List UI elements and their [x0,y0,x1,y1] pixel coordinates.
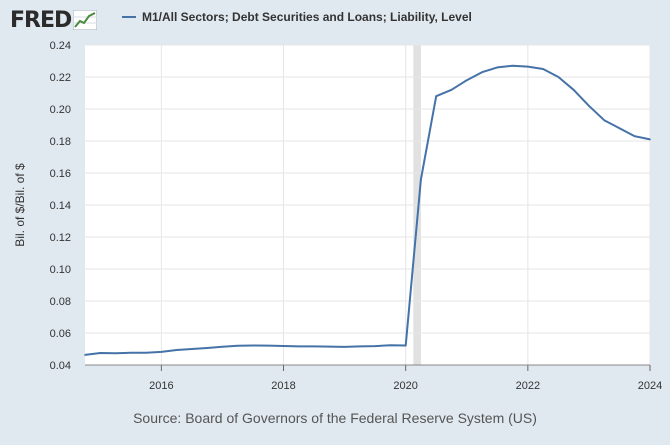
data-point [313,345,315,348]
y-tick-label: 0.06 [50,328,71,340]
data-point [175,349,178,351]
data-point [450,89,453,91]
data-point [572,89,575,91]
y-tick-label: 0.12 [50,232,71,244]
data-point [267,344,270,347]
data-point [404,344,407,347]
data-point [496,66,499,69]
y-tick-label: 0.16 [50,168,71,180]
data-point [236,345,239,347]
data-point [420,178,422,181]
data-point [328,345,331,348]
data-point [191,348,193,350]
data-point [633,135,636,137]
data-point [481,71,483,73]
x-tick-label: 2022 [516,380,540,392]
y-tick-label: 0.04 [50,360,71,372]
data-point [557,76,560,78]
x-tick-label: 2016 [149,380,173,392]
y-tick-label: 0.10 [50,264,71,276]
y-tick-label: 0.20 [50,104,71,116]
data-point [160,351,163,353]
data-point [359,345,361,348]
series-line [84,64,651,356]
data-point [84,354,86,356]
data-point [282,345,285,347]
data-point [603,119,605,121]
fred-logo-text: FRED [10,7,72,33]
data-point [206,347,208,349]
legend-swatch [122,16,136,18]
data-point [511,65,514,67]
data-point [297,345,300,348]
y-tick-label: 0.18 [50,136,71,148]
data-point [465,79,468,81]
data-point [114,352,117,355]
x-tick-label: 2018 [271,380,295,392]
y-tick-label: 0.24 [50,40,71,52]
data-point [588,105,590,107]
data-point [99,352,102,354]
y-tick-label: 0.08 [50,296,71,308]
x-tick-label: 2024 [638,380,662,392]
data-point [542,68,544,70]
data-point [618,127,621,129]
data-point [130,352,132,354]
data-point [527,65,529,68]
source-note: Source: Board of Governors of the Federa… [133,410,537,426]
y-tick-label: 0.14 [50,200,71,212]
data-point [343,346,346,348]
data-point [374,345,376,347]
x-tick-label: 2020 [393,380,417,392]
y-tick-label: 0.22 [50,72,71,84]
data-point [435,95,438,97]
data-point [221,345,224,348]
data-point [389,344,392,346]
y-axis-label: Bil. of $/Bil. of $ [13,163,27,247]
chart-legend: M1/All Sectors; Debt Securities and Loan… [122,10,472,24]
data-point [145,351,147,354]
data-point [252,344,254,347]
legend-label: M1/All Sectors; Debt Securities and Loan… [142,10,472,24]
data-point [649,138,651,141]
